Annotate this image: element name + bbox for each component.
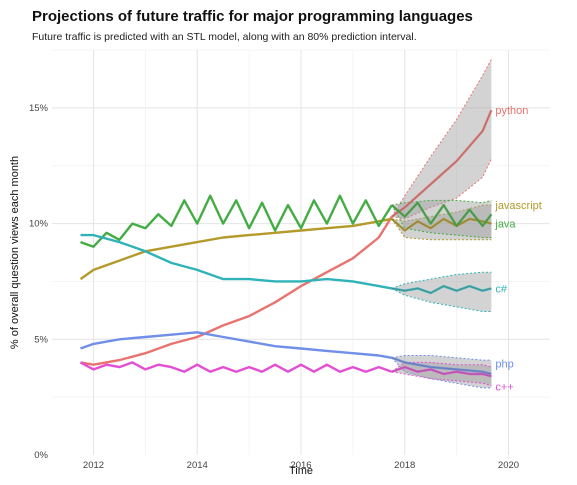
x-tick-label: 2016	[290, 460, 311, 471]
series-line-c++	[79, 361, 393, 373]
band-lower-javascript	[391, 218, 492, 241]
forecast-line-java	[391, 201, 493, 228]
y-axis-title: % of overall question views each month	[9, 156, 21, 349]
chart-title: Projections of future traffic for major …	[32, 8, 473, 25]
x-tick-label: 2020	[498, 460, 519, 471]
band-upper-java	[391, 199, 492, 206]
y-tick-label: 5%	[34, 334, 48, 345]
series-label-python: python	[495, 105, 528, 117]
x-tick-label: 2014	[187, 460, 208, 471]
series-line-php	[80, 331, 393, 359]
y-tick-label: 15%	[29, 103, 49, 114]
forecast-line-c++	[391, 365, 492, 378]
band-upper-c#	[391, 271, 492, 289]
series-lines	[79, 109, 493, 378]
band-lower-php	[391, 357, 492, 389]
prediction-bands	[391, 59, 492, 389]
series-label-javascript: javascript	[494, 200, 541, 212]
band-upper-javascript	[391, 204, 492, 222]
x-tick-label: 2018	[394, 460, 415, 471]
forecast-shade-c++	[391, 366, 492, 377]
x-tick-label: 2012	[83, 460, 104, 471]
forecast-shade-python	[391, 109, 492, 218]
axis-ticks: 2012 2014 2016 2018 2020 0% 5% 10% 15%	[29, 103, 519, 471]
y-tick-label: 0%	[34, 450, 48, 461]
series-line-python	[80, 215, 393, 366]
chart-subtitle: Future traffic is predicted with an STL …	[32, 31, 417, 43]
band-lower-python	[391, 158, 492, 220]
forecast-shade-php	[391, 357, 492, 375]
series-label-c#: c#	[495, 283, 508, 295]
band-lower-c#	[391, 287, 492, 312]
prediction-band-c#	[391, 272, 492, 312]
series-line-c#	[80, 233, 393, 290]
series-label-php: php	[495, 359, 513, 371]
band-upper-php	[391, 355, 492, 361]
series-labels: python javascript java c# php c++	[494, 105, 541, 394]
y-tick-label: 10%	[29, 219, 49, 230]
prediction-band-python	[391, 59, 492, 219]
band-upper-python	[391, 59, 492, 217]
grid-lines	[52, 49, 550, 455]
forecast-shade-java	[391, 201, 492, 227]
series-line-javascript	[79, 217, 393, 281]
band-lower-java	[391, 204, 492, 238]
band-upper-c++	[391, 361, 492, 373]
forecast-line-php	[391, 356, 492, 376]
forecast-shade-c#	[391, 285, 492, 294]
band-lower-c++	[391, 371, 492, 387]
series-label-c++: c++	[495, 382, 513, 394]
forecast-line-python	[391, 109, 493, 218]
series-line-java	[80, 194, 393, 248]
x-axis-title: Time	[289, 465, 313, 477]
series-label-java: java	[494, 219, 516, 231]
forecast-line-c#	[391, 284, 492, 295]
